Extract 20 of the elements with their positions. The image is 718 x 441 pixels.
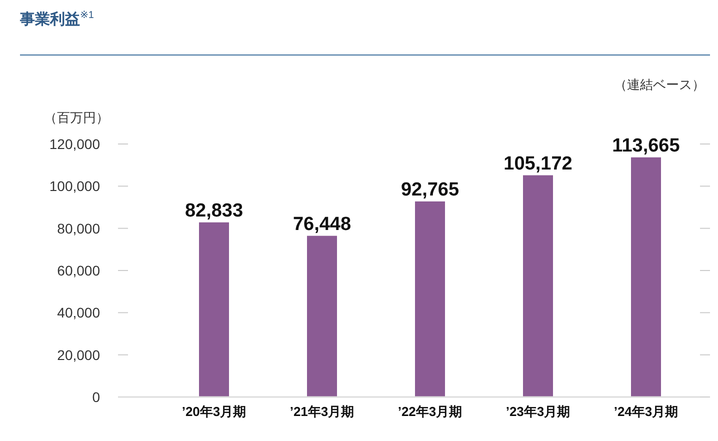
data-label: 105,172 — [504, 153, 572, 174]
x-tick-label: ’22年3月期 — [398, 404, 462, 419]
y-tick-label: 80,000 — [57, 220, 100, 236]
y-tick-label: 40,000 — [57, 304, 100, 321]
ylabel: （百万円） — [44, 110, 109, 125]
data-label: 92,765 — [400, 179, 460, 200]
y-tick-label: 0 — [92, 389, 100, 405]
x-tick-label: ’23年3月期 — [506, 404, 570, 419]
data-label: 76,448 — [292, 214, 352, 235]
data-label: 113,665 — [612, 135, 680, 156]
data-label: 82,833 — [184, 200, 244, 222]
x-tick-label: ’20年3月期 — [182, 404, 246, 419]
x-tick-label: ’21年3月期 — [290, 404, 354, 419]
y-tick-label: 100,000 — [49, 178, 100, 194]
y-tick-label: 20,000 — [57, 346, 100, 363]
y-tick-label: 120,000 — [49, 136, 100, 152]
x-tick-label: ’24年3月期 — [614, 404, 678, 419]
y-tick-label: 60,000 — [57, 262, 100, 278]
annotation: （連結ベース） — [614, 77, 705, 92]
title: 事業利益$^{※1}$ — [20, 10, 94, 29]
